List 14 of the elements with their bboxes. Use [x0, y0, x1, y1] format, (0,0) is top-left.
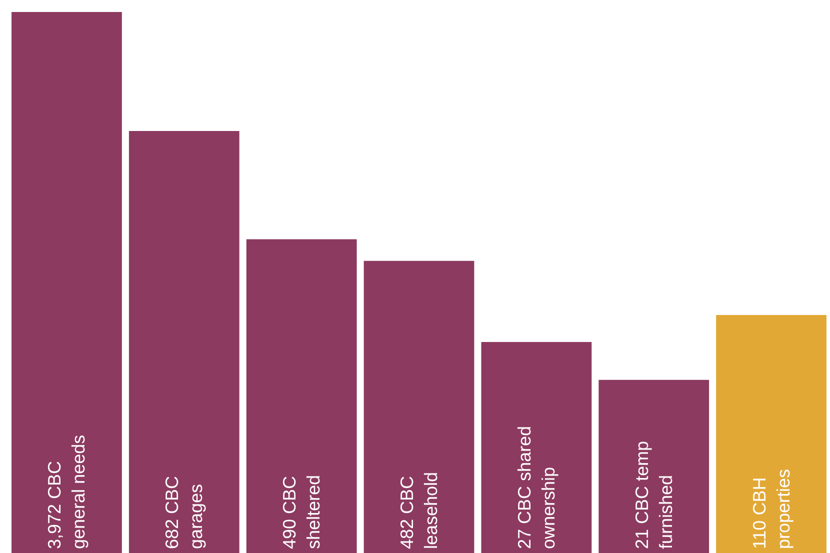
x-tick-label: 682 CBC garages [162, 476, 206, 549]
x-tick-label: 110 CBH properties [749, 468, 794, 549]
bar [364, 260, 474, 553]
x-tick-label: 482 CBC leasehold [397, 472, 441, 549]
bar [12, 12, 122, 553]
x-tick-label: 27 CBC shared ownership [514, 426, 558, 549]
bar [598, 380, 710, 553]
x-tick-label: 490 CBC sheltered [280, 474, 324, 549]
x-tick-label: 3,972 CBC general needs [44, 434, 89, 549]
x-tick-label: 21 CBC temp furnished [632, 440, 676, 549]
bar [716, 314, 826, 553]
bar [481, 342, 592, 553]
bar [128, 131, 240, 553]
bar [246, 239, 357, 553]
